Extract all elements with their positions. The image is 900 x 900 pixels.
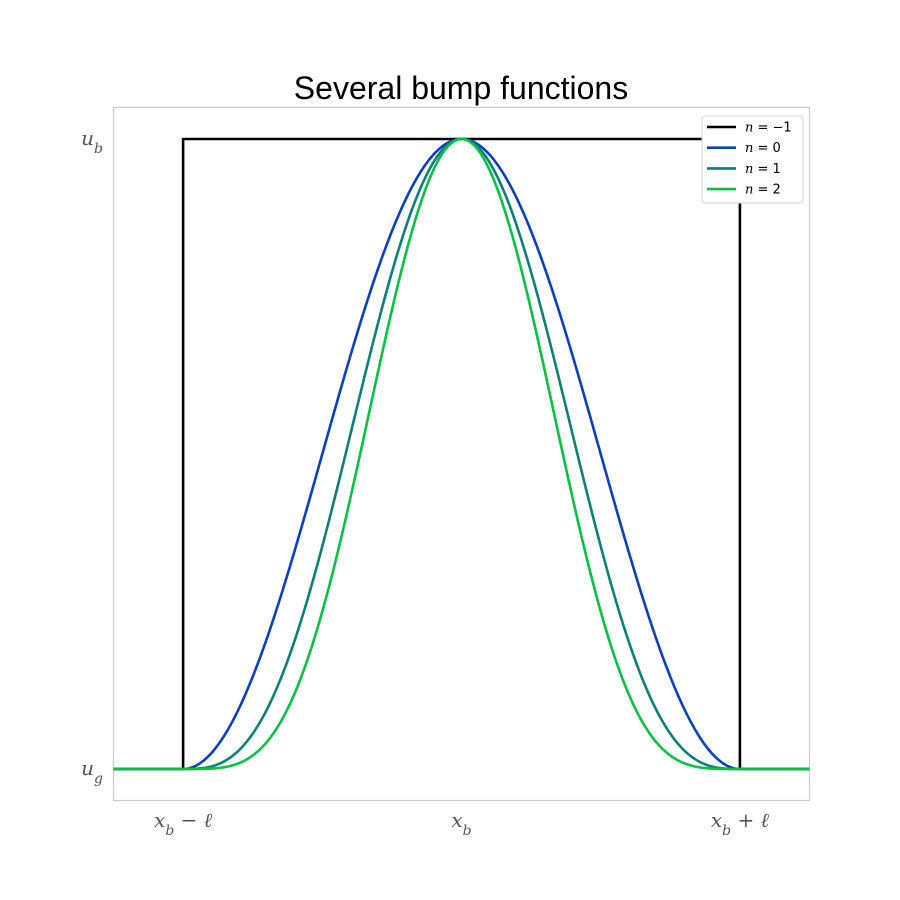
legend-label-1: n = 0 <box>745 141 781 156</box>
tick-layer: xb − ℓ xb xb + ℓ ug ub <box>81 126 770 839</box>
y-tick-label-0: ug <box>81 756 103 787</box>
x-tick-label-1: xb <box>451 808 471 839</box>
x-tick-label-2: xb + ℓ <box>711 808 770 839</box>
x-tick-label-0: xb − ℓ <box>154 808 213 839</box>
legend: n = −1 n = 0 n = 1 n = 2 <box>701 115 804 204</box>
plot-area <box>112 106 811 802</box>
y-tick-label-1: ub <box>81 126 103 157</box>
series-line-n-2 <box>113 137 810 771</box>
series-layer <box>113 137 810 771</box>
legend-box <box>701 115 804 204</box>
legend-label-2: n = 1 <box>745 162 781 177</box>
legend-label-3: n = 2 <box>745 183 781 198</box>
chart-title: Several bump functions <box>294 70 628 106</box>
legend-label-0: n = −1 <box>745 121 792 136</box>
legend-items: n = −1 n = 0 n = 1 n = 2 <box>707 121 792 198</box>
